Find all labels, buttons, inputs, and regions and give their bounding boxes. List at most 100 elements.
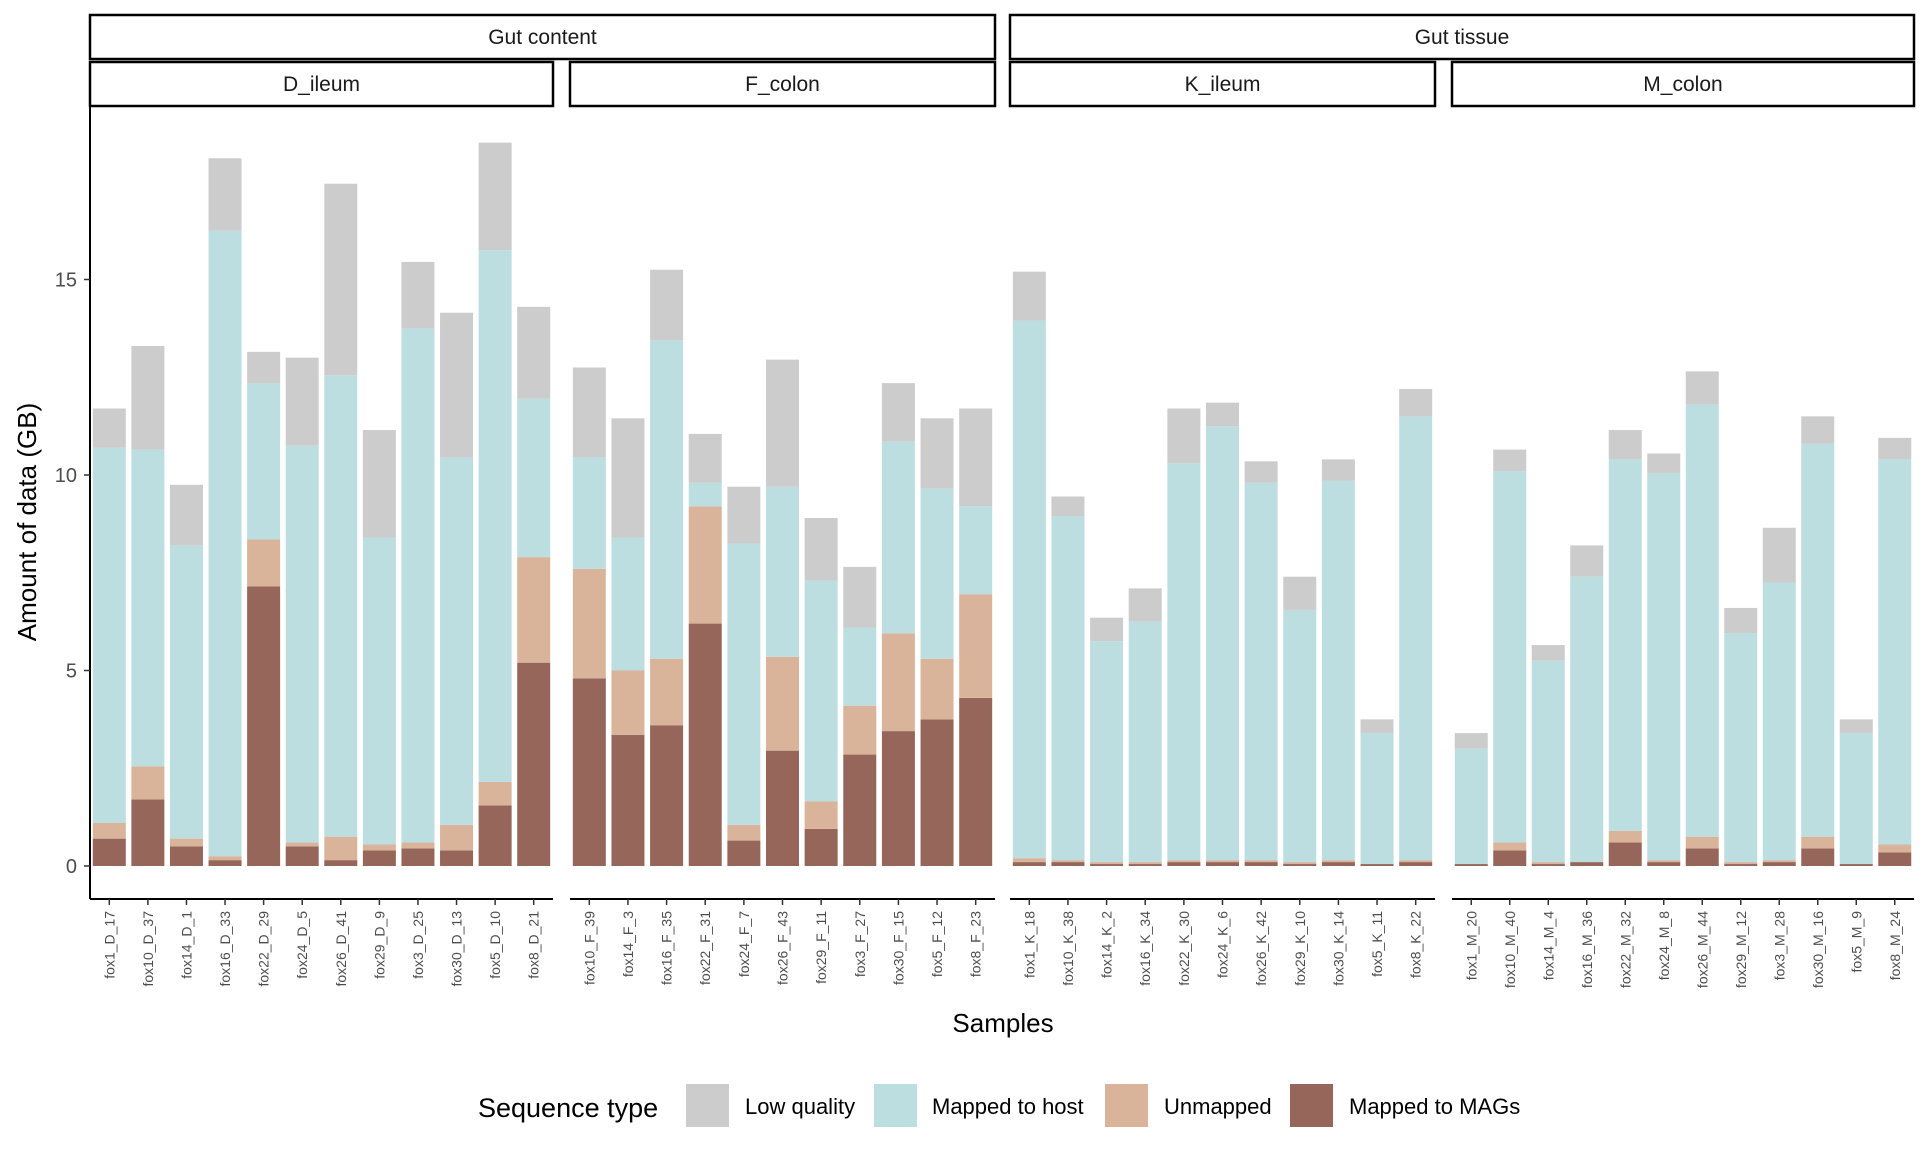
bar-segment [208,856,242,861]
panel-strip [88,60,555,108]
x-tick-label: fox30_D_13 [449,911,465,987]
x-tick-label: fox14_F_3 [620,911,636,977]
bar-segment [1012,862,1046,866]
bar-segment [1531,645,1565,661]
bar-segment [131,766,165,800]
x-tick-label: fox30_M_16 [1810,911,1826,988]
x-tick-label: fox26_M_44 [1694,911,1710,988]
legend-label: Unmapped [1164,1094,1272,1119]
bar-segment [478,781,512,806]
x-tick-label: fox8_D_21 [526,911,542,979]
group-strip-label: Gut tissue [1415,26,1510,49]
bar-segment [650,269,684,341]
bar-segment [1244,860,1278,863]
legend: Sequence type Low quality Mapped to host Un… [478,1084,1520,1127]
bar-segment [1647,862,1681,866]
bar-segment [1724,862,1758,865]
bar-segment [1454,864,1488,866]
bar-segment [1283,862,1317,865]
x-tick-label: fox26_D_41 [333,911,349,987]
bar-segment [572,367,606,458]
bar-segment [920,658,954,720]
bar-segment [920,418,954,489]
bar-segment [1531,660,1565,863]
bar-segment [1128,588,1162,622]
x-tick-label: fox29_D_9 [371,911,387,979]
bar-segment [804,801,838,829]
x-tick-label: fox30_K_14 [1330,911,1346,986]
bar-segment [440,850,474,866]
bar-segment [1360,719,1394,734]
bar-segment [843,754,877,866]
x-tick-label: fox10_K_38 [1060,911,1076,986]
bar-segment [247,539,281,587]
x-tick-label: fox8_K_22 [1408,911,1424,978]
bar-segment [843,627,877,706]
bar-segment [92,838,126,866]
bar-segment [766,656,799,751]
bar-segment [1839,733,1873,865]
bar-segment [1244,862,1278,866]
bar-segment [1360,733,1394,865]
x-tick-label: fox24_D_5 [294,911,310,979]
bar-segment [401,848,435,866]
x-tick-label: fox26_K_42 [1253,911,1269,986]
bar-segment [572,678,606,866]
panel-strip-label: D_ileum [283,73,360,96]
bar-segment [324,836,358,861]
bar-segment [362,430,396,538]
bar-segment [401,842,435,849]
bar-segment [1762,862,1796,866]
x-tick-label: fox8_M_24 [1887,911,1903,980]
bar-segment [401,261,435,329]
bar-segment [843,705,877,755]
x-axis-title: Samples [952,1008,1053,1038]
legend-label: Mapped to MAGs [1349,1094,1520,1119]
bar-segment [611,735,645,866]
bar-segment [804,580,838,802]
bar-segment [440,457,474,825]
bar-segment [1878,844,1912,853]
x-tick-label: fox24_K_6 [1215,911,1231,978]
bar-segment [650,658,684,726]
bar-segment [727,486,761,544]
x-tick-label: fox16_M_36 [1579,911,1595,988]
bar-segment [1647,473,1681,861]
bar-segment [959,594,993,698]
facet-panel: fox1_M_20 fox10_M_40 fox14_M_4 fox16_M_36 fo… [1452,371,1914,988]
bar-segment [1090,862,1124,865]
bar-segment [1167,463,1201,861]
bar-segment [285,846,319,866]
bar-segment [517,398,551,558]
bar-segment [208,230,242,857]
bar-segment [1321,862,1355,866]
x-tick-label: fox14_K_2 [1099,911,1115,978]
bar-segment [1608,459,1642,831]
bar-segment [1724,607,1758,634]
bar-segment [285,445,319,843]
legend-key [874,1084,917,1127]
bar-segment [1012,271,1046,321]
facet-strips: Gut content D_ileum F_colon Gut tissue K_ile… [88,13,1916,108]
bar-segment [1399,416,1433,861]
bar-segment [1167,408,1201,464]
bar-segment [247,586,281,866]
bar-segment [1283,609,1317,863]
bar-segment [285,357,319,446]
bar-segment [1244,482,1278,861]
bar-segment [688,433,722,483]
bar-segment [92,408,126,448]
bar-segment [1685,404,1719,837]
x-tick-label: fox10_F_39 [581,911,597,985]
bar-segment [1012,858,1046,863]
y-tick-label: 10 [55,465,77,487]
x-tick-label: fox22_M_32 [1617,911,1633,988]
bar-segment [324,183,358,376]
x-tick-label: fox10_M_40 [1502,911,1518,988]
bar-segment [1244,461,1278,483]
bar-segment [1493,449,1527,472]
bar-segment [572,457,606,569]
bar-segment [208,158,242,231]
bar-segment [285,842,319,847]
bar-segment [169,838,203,847]
